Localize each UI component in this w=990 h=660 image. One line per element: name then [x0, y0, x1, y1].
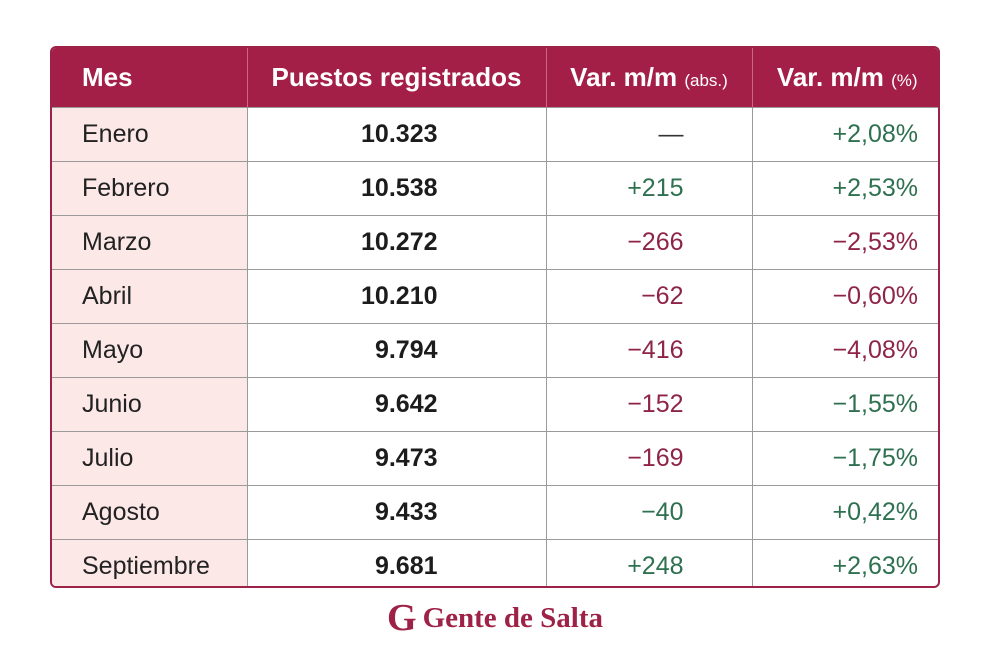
cell-puestos: 10.210	[247, 269, 547, 324]
cell-var-abs: —	[546, 107, 753, 162]
cell-puestos: 10.272	[247, 215, 547, 270]
cell-var-pct: −4,08%	[752, 323, 938, 378]
header-mes: Mes	[52, 48, 248, 108]
header-var-pct: Var. m/m (%)	[752, 48, 938, 108]
cell-mes: Septiembre	[52, 539, 248, 586]
header-var-pct-label: Var. m/m	[776, 62, 884, 92]
header-var-abs: Var. m/m (abs.)	[546, 48, 753, 108]
cell-mes: Junio	[52, 377, 248, 432]
logo-g-mark: G	[387, 597, 417, 639]
data-table-container: Mes Puestos registrados Var. m/m (abs.) …	[50, 46, 940, 588]
cell-puestos: 10.323	[247, 107, 547, 162]
cell-var-abs: −416	[546, 323, 753, 378]
table-row: Enero 10.323— +2,08%	[52, 107, 938, 162]
cell-puestos: 9.642	[247, 377, 547, 432]
cell-var-abs: +248	[546, 539, 753, 586]
header-puestos: Puestos registrados	[247, 48, 547, 108]
header-var-abs-unit: (abs.)	[684, 71, 728, 90]
table-row: Agosto 9.433 −40 +0,42%	[52, 485, 938, 540]
cell-var-pct: +2,08%	[752, 107, 938, 162]
employment-table: Mes Puestos registrados Var. m/m (abs.) …	[52, 48, 938, 586]
cell-puestos: 9.473	[247, 431, 547, 486]
cell-puestos: 9.433	[247, 485, 547, 540]
cell-var-abs: −169	[546, 431, 753, 486]
cell-var-pct: −0,60%	[752, 269, 938, 324]
table-row: Septiembre 9.681 +248 +2,63%	[52, 539, 938, 586]
cell-var-pct: +2,53%	[752, 161, 938, 216]
logo-text: Gente de Salta	[422, 601, 603, 634]
table-row: Febrero 10.538 +215 +2,53%	[52, 161, 938, 216]
brand-logo: G Gente de Salta	[0, 596, 990, 640]
cell-var-abs: −266	[546, 215, 753, 270]
header-var-pct-unit: (%)	[891, 71, 918, 90]
header-var-abs-label: Var. m/m	[570, 62, 678, 92]
table-body: Enero 10.323— +2,08% Febrero 10.538 +215 +2,53…	[52, 107, 938, 586]
table-header-row: Mes Puestos registrados Var. m/m (abs.) …	[52, 48, 938, 108]
cell-var-pct: −2,53%	[752, 215, 938, 270]
cell-var-abs: −62	[546, 269, 753, 324]
cell-var-pct: −1,55%	[752, 377, 938, 432]
cell-var-pct: +2,63%	[752, 539, 938, 586]
cell-mes: Enero	[52, 107, 248, 162]
table-row: Marzo 10.272 −266 −2,53%	[52, 215, 938, 270]
cell-mes: Agosto	[52, 485, 248, 540]
cell-mes: Mayo	[52, 323, 248, 378]
table-row: Mayo 9.794 −416 −4,08%	[52, 323, 938, 378]
cell-mes: Febrero	[52, 161, 248, 216]
cell-puestos: 10.538	[247, 161, 547, 216]
table-row: Abril 10.210 −62 −0,60%	[52, 269, 938, 324]
cell-puestos: 9.681	[247, 539, 547, 586]
cell-mes: Abril	[52, 269, 248, 324]
cell-var-pct: +0,42%	[752, 485, 938, 540]
cell-var-pct: −1,75%	[752, 431, 938, 486]
cell-var-abs: +215	[546, 161, 753, 216]
cell-mes: Marzo	[52, 215, 248, 270]
table-row: Julio 9.473 −169 −1,75%	[52, 431, 938, 486]
cell-mes: Julio	[52, 431, 248, 486]
cell-var-abs: −40	[546, 485, 753, 540]
cell-var-abs: −152	[546, 377, 753, 432]
cell-puestos: 9.794	[247, 323, 547, 378]
table-row: Junio 9.642 −152 −1,55%	[52, 377, 938, 432]
